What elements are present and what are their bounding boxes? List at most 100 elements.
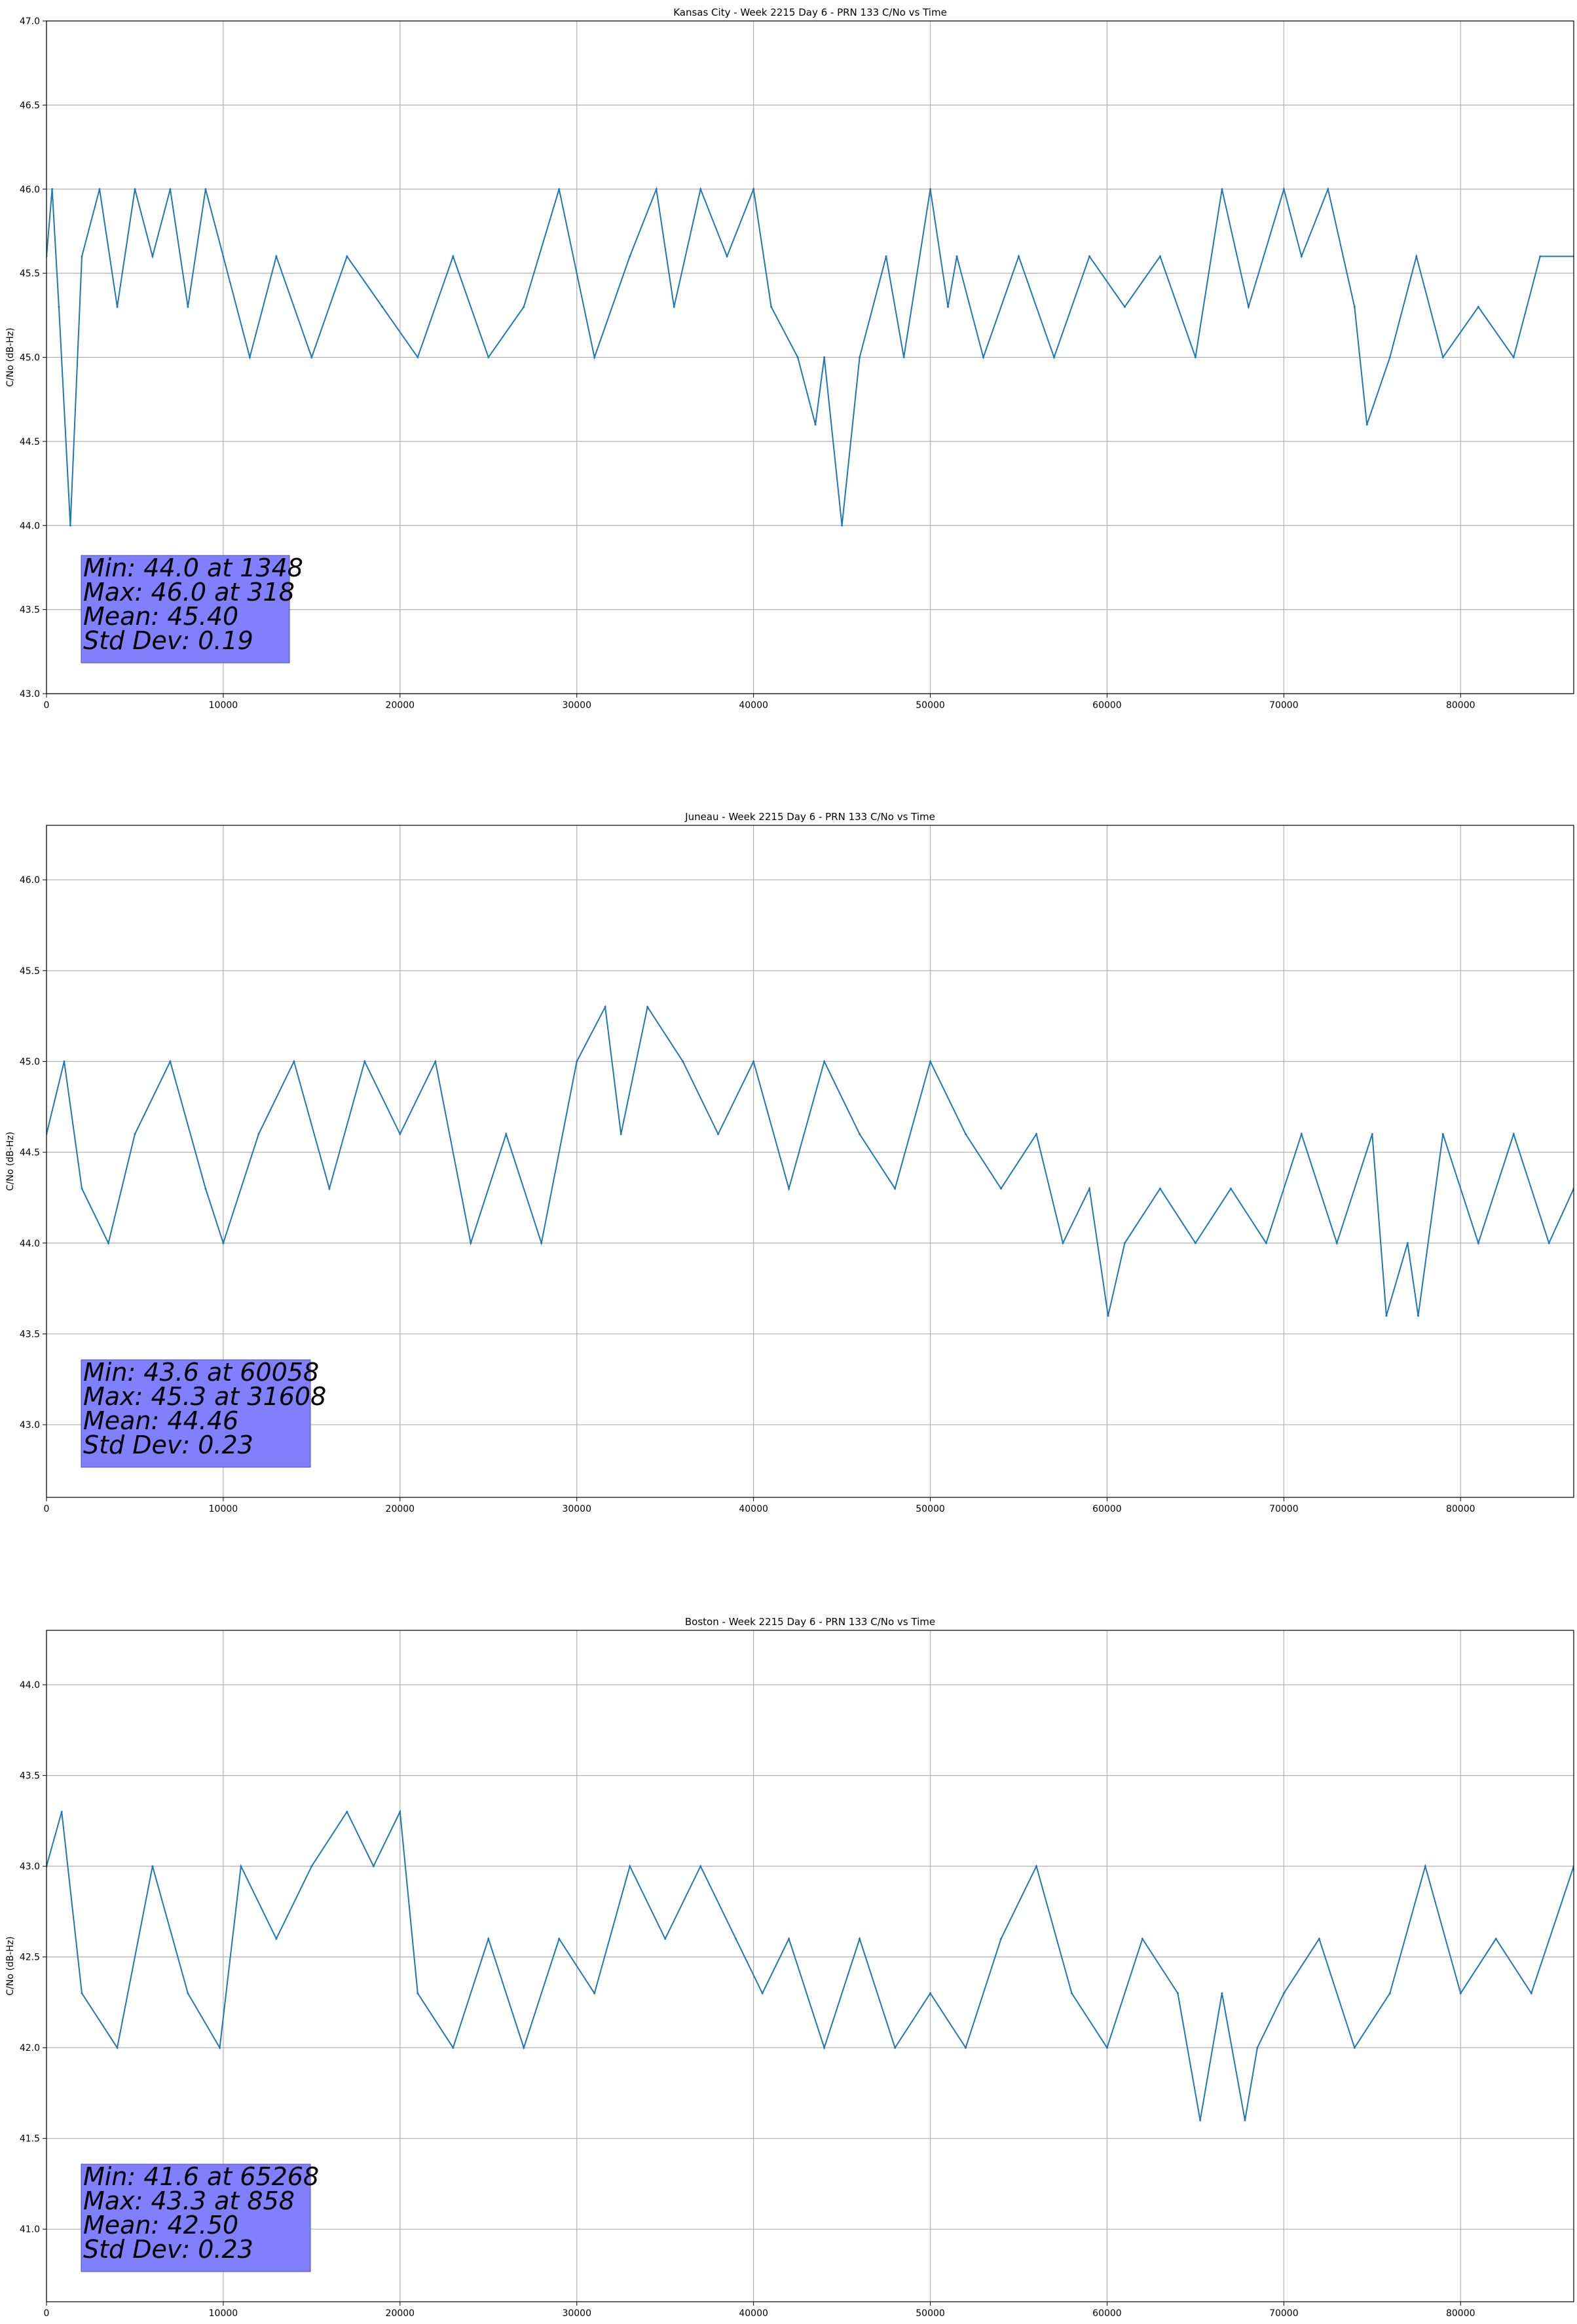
data-point [770,306,773,308]
y-tick-label: 47.0 [20,16,40,27]
data-point [1282,188,1285,191]
data-point [752,188,755,191]
data-point [169,188,172,191]
y-axis-label: C/No (dB-Hz) [5,1936,16,1995]
x-tick-label: 40000 [739,700,768,711]
data-point [1371,1133,1373,1135]
chart-2: Juneau - Week 2215 Day 6 - PRN 133 C/No … [5,811,1574,1514]
data-point [929,1060,931,1062]
x-tick-label: 80000 [1446,700,1475,711]
data-point [1194,356,1197,358]
data-point [664,1938,667,1940]
data-point [1353,2046,1356,2049]
data-point [558,1938,561,1940]
data-point [682,1060,684,1062]
data-point [151,255,154,257]
plot-frame [46,825,1574,1498]
data-point [1530,1992,1532,1995]
chart-3: Boston - Week 2215 Day 6 - PRN 133 C/No … [5,1616,1574,2319]
data-point [523,306,525,308]
data-point [452,2046,455,2049]
chart-title: Boston - Week 2215 Day 6 - PRN 133 C/No … [685,1616,935,1628]
data-point [699,1865,702,1867]
y-tick-label: 43.5 [20,605,40,616]
x-tick-label: 70000 [1269,1504,1299,1514]
x-tick-label: 20000 [386,1504,415,1514]
cno-series-line [46,1004,1574,1316]
data-point [399,1810,401,1813]
cno-series-line [46,1809,1574,2121]
stats-line: Std Dev: 0.19 [83,626,253,655]
data-point [655,188,658,191]
data-point [1199,2119,1202,2122]
data-point [222,255,225,257]
data-point [487,356,490,358]
data-point [434,1060,437,1062]
data-point [1441,356,1444,358]
x-tick-label: 60000 [1092,1504,1122,1514]
data-point [169,1060,172,1062]
data-point [673,306,675,308]
data-point [894,1188,897,1190]
data-point [929,188,931,191]
stats-line: Std Dev: 0.23 [83,1431,253,1459]
data-point [823,2046,826,2049]
data-point [841,524,844,527]
data-point [902,356,905,358]
stats-line: Min: 41.6 at 65268 [83,2162,319,2191]
y-tick-label: 43.0 [20,1420,40,1431]
chart-title: Juneau - Week 2215 Day 6 - PRN 133 C/No … [684,811,935,823]
data-point [823,356,826,358]
y-tick-label: 43.0 [20,689,40,700]
data-point [955,255,958,257]
y-tick-label: 44.5 [20,1148,40,1158]
data-point [1247,306,1250,308]
data-point [417,356,419,358]
stats-box-background [81,2164,311,2272]
data-point [293,1060,295,1062]
y-tick-label: 46.0 [20,875,40,886]
stats-line: Max: 45.3 at 31608 [83,1382,326,1411]
data-point [204,1188,207,1190]
data-point [540,1242,543,1245]
x-tick-label: 10000 [209,700,238,711]
data-point [1035,1865,1037,1867]
stats-line: Mean: 45.40 [83,602,238,631]
data-point [1385,1315,1388,1317]
data-point [752,1060,755,1062]
data-point [717,1133,720,1135]
grid [46,825,1574,1497]
data-point [859,356,861,358]
x-tick-label: 20000 [386,700,415,711]
data-point [1318,1938,1320,1940]
x-tick-label: 40000 [739,1504,768,1514]
data-point [629,1865,631,1867]
data-point [593,1992,596,1995]
data-point [796,356,799,358]
data-point [257,1133,260,1135]
data-point [1265,1242,1267,1245]
data-point [151,1865,154,1867]
data-point [1512,356,1515,358]
data-point [134,1133,136,1135]
data-point [1282,1992,1285,1995]
y-tick-label: 43.5 [20,1771,40,1782]
data-point [1365,423,1368,426]
stats-line: Mean: 44.46 [83,1406,238,1435]
data-point [1388,356,1391,358]
data-point [859,1938,861,1940]
data-point [81,1992,83,1995]
data-point [1335,1242,1338,1245]
y-tick-label: 44.0 [20,521,40,531]
data-point [1088,255,1090,257]
data-point [487,1938,490,1940]
data-point [399,1133,401,1135]
data-point [1300,1133,1303,1135]
data-point [965,2046,967,2049]
stats-line: Min: 43.6 at 60058 [83,1358,319,1387]
data-point [1221,1992,1223,1995]
data-point [1000,1938,1002,1940]
